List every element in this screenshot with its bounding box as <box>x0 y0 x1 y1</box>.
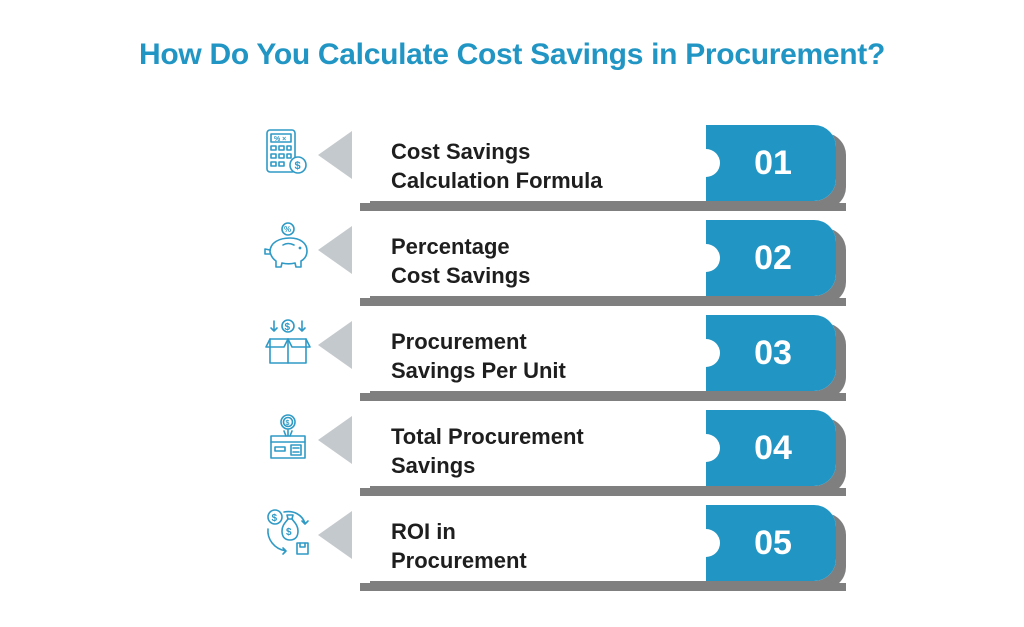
step-label: Percentage Cost Savings <box>391 232 691 290</box>
svg-text:$: $ <box>286 527 292 538</box>
page-title: How Do You Calculate Cost Savings in Pro… <box>139 38 885 71</box>
step-label-line-1: Cost Savings <box>391 139 531 164</box>
calculator-dollar-icon: % × $ <box>262 127 314 179</box>
pointer-arrow <box>318 416 352 464</box>
svg-text:% ×: % × <box>274 136 286 143</box>
step-number: 04 <box>754 429 792 467</box>
step-row-1: % × $ Cost Savings Calculation Formula 0… <box>0 125 1024 215</box>
step-number-tab <box>706 125 836 201</box>
tab-notch <box>692 529 720 557</box>
step-label: ROI in Procurement <box>391 517 691 575</box>
step-number-tab <box>706 410 836 486</box>
pointer-arrow <box>318 321 352 369</box>
money-cycle-icon: $ $ <box>262 507 314 559</box>
card-underline <box>360 393 846 401</box>
pointer-arrow <box>318 131 352 179</box>
step-label-line-1: ROI in <box>391 519 456 544</box>
step-label-line-2: Cost Savings <box>391 263 531 288</box>
step-number-tab <box>706 505 836 581</box>
box-dollar-icon: $ <box>262 317 314 369</box>
step-row-2: % Percentage Cost Savings 02 <box>0 220 1024 310</box>
piggy-bank-percent-icon: % <box>262 222 314 274</box>
step-label-line-2: Savings Per Unit <box>391 358 566 383</box>
open-box-coin-icon: $ <box>262 412 314 464</box>
step-number: 05 <box>754 524 792 562</box>
tab-notch <box>692 149 720 177</box>
step-number: 03 <box>754 334 792 372</box>
pointer-arrow <box>318 511 352 559</box>
svg-text:$: $ <box>295 160 301 172</box>
svg-text:%: % <box>284 225 291 234</box>
step-label-line-1: Percentage <box>391 234 510 259</box>
step-label: Cost Savings Calculation Formula <box>391 137 691 195</box>
step-label-line-2: Procurement <box>391 548 527 573</box>
step-number-tab <box>706 315 836 391</box>
svg-text:$: $ <box>285 322 291 333</box>
svg-text:$: $ <box>272 513 278 524</box>
step-number: 02 <box>754 239 792 277</box>
step-label-line-1: Procurement <box>391 329 527 354</box>
card-underline <box>360 583 846 591</box>
step-label-line-1: Total Procurement <box>391 424 584 449</box>
step-number-tab <box>706 220 836 296</box>
card-underline <box>360 298 846 306</box>
tab-notch <box>692 339 720 367</box>
step-label-line-2: Savings <box>391 453 476 478</box>
step-row-3: $ Procurement Savings Per Unit 03 <box>0 315 1024 405</box>
step-number: 01 <box>754 144 792 182</box>
card-underline <box>360 203 846 211</box>
tab-notch <box>692 434 720 462</box>
step-label-line-2: Calculation Formula <box>391 168 603 193</box>
svg-text:$: $ <box>286 420 290 427</box>
step-row-5: $ $ ROI in Procurement 05 <box>0 505 1024 595</box>
tab-notch <box>692 244 720 272</box>
step-row-4: $ Total Procurement Savings 04 <box>0 410 1024 500</box>
card-underline <box>360 488 846 496</box>
pointer-arrow <box>318 226 352 274</box>
step-label: Procurement Savings Per Unit <box>391 327 691 385</box>
step-label: Total Procurement Savings <box>391 422 691 480</box>
